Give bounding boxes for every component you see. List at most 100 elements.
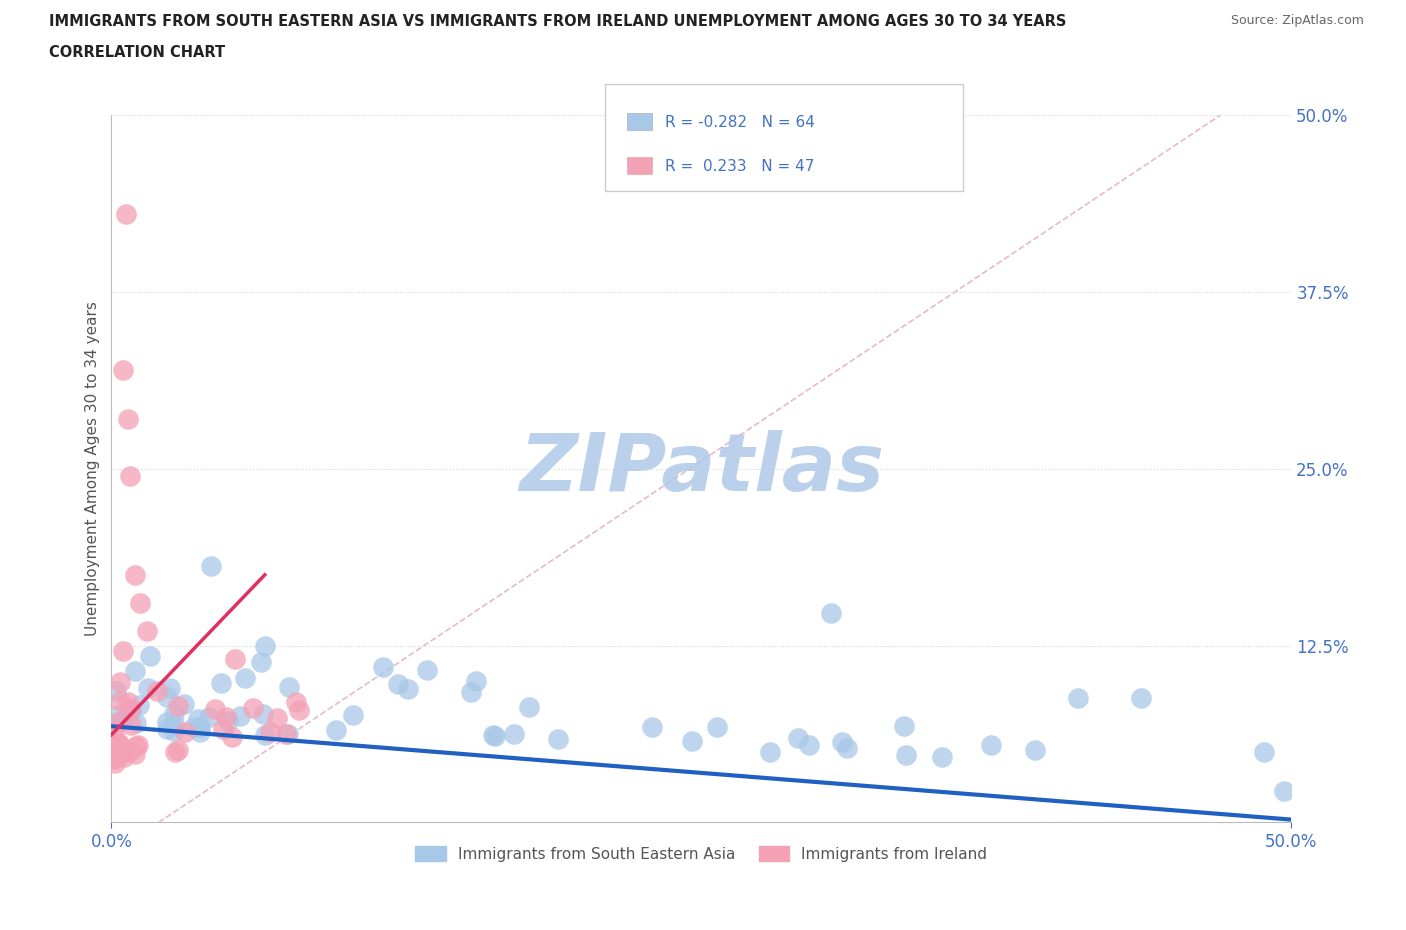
Point [221, 730, 243, 745]
Point [125, 715, 148, 730]
Point [107, 708, 129, 723]
Point [103, 751, 125, 766]
Point [120, 469, 142, 484]
Point [228, 709, 250, 724]
Text: R =  0.233   N = 47: R = 0.233 N = 47 [665, 159, 814, 174]
Point [125, 738, 148, 753]
Point [110, 675, 132, 690]
Point [200, 558, 222, 573]
Point [288, 702, 311, 717]
Point [117, 695, 139, 710]
Point [104, 738, 127, 753]
Point [163, 706, 186, 721]
Point [204, 702, 226, 717]
Point [124, 664, 146, 679]
Point [211, 722, 233, 737]
Point [103, 745, 125, 760]
Point [104, 684, 127, 698]
Point [1067, 690, 1090, 705]
Point [112, 644, 135, 658]
Point [108, 736, 131, 751]
Point [111, 713, 134, 728]
Point [197, 710, 219, 724]
Point [681, 734, 703, 749]
Point [165, 744, 187, 759]
Point [163, 724, 186, 738]
Point [173, 696, 195, 711]
Point [254, 728, 277, 743]
Point [114, 206, 136, 221]
Point [128, 596, 150, 611]
Point [112, 363, 135, 378]
Point [139, 648, 162, 663]
Point [135, 624, 157, 639]
Point [797, 737, 820, 752]
Point [188, 720, 211, 735]
Point [224, 652, 246, 667]
Legend: Immigrants from South Eastern Asia, Immigrants from Ireland: Immigrants from South Eastern Asia, Immi… [409, 840, 994, 868]
Point [460, 684, 482, 699]
Point [183, 720, 205, 735]
Text: IMMIGRANTS FROM SOUTH EASTERN ASIA VS IMMIGRANTS FROM IRELAND UNEMPLOYMENT AMONG: IMMIGRANTS FROM SOUTH EASTERN ASIA VS IM… [49, 14, 1067, 29]
Point [167, 698, 190, 713]
Point [214, 710, 236, 724]
Point [465, 674, 488, 689]
Point [249, 655, 271, 670]
Point [1272, 784, 1295, 799]
Point [128, 698, 150, 713]
Point [398, 682, 420, 697]
Point [787, 730, 810, 745]
Point [325, 723, 347, 737]
Point [156, 722, 179, 737]
Point [1129, 691, 1152, 706]
Point [118, 745, 141, 760]
Point [547, 732, 569, 747]
Point [174, 724, 197, 739]
Point [104, 751, 127, 765]
Point [146, 684, 169, 698]
Point [163, 717, 186, 732]
Point [342, 708, 364, 723]
Point [1024, 742, 1046, 757]
Point [503, 726, 526, 741]
Point [1253, 745, 1275, 760]
Point [187, 712, 209, 727]
Point [837, 740, 859, 755]
Point [416, 662, 439, 677]
Point [831, 735, 853, 750]
Text: CORRELATION CHART: CORRELATION CHART [49, 45, 225, 60]
Point [893, 719, 915, 734]
Point [387, 676, 409, 691]
Point [120, 718, 142, 733]
Point [894, 747, 917, 762]
Point [371, 659, 394, 674]
Point [252, 707, 274, 722]
Point [209, 675, 232, 690]
Point [188, 724, 211, 739]
Text: Source: ZipAtlas.com: Source: ZipAtlas.com [1230, 14, 1364, 27]
Point [120, 701, 142, 716]
Point [706, 719, 728, 734]
Point [253, 638, 276, 653]
Point [114, 750, 136, 764]
Point [980, 737, 1002, 752]
Point [242, 701, 264, 716]
Text: R = -0.282   N = 64: R = -0.282 N = 64 [665, 115, 815, 130]
Point [108, 694, 131, 709]
Point [259, 724, 281, 739]
Point [217, 713, 239, 728]
Point [127, 737, 149, 752]
Point [266, 711, 288, 725]
Point [274, 727, 297, 742]
Point [519, 699, 541, 714]
Point [640, 720, 662, 735]
Point [104, 755, 127, 770]
Text: ZIPatlas: ZIPatlas [519, 430, 884, 508]
Point [166, 742, 188, 757]
Point [233, 671, 256, 685]
Point [285, 695, 308, 710]
Point [820, 605, 842, 620]
Point [484, 728, 506, 743]
Point [278, 679, 301, 694]
Point [105, 736, 128, 751]
